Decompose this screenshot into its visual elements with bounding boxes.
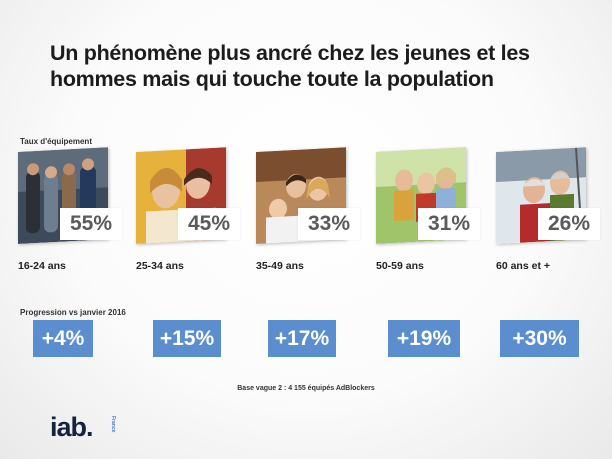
- progression-value: +15%: [153, 320, 221, 357]
- age-range-label: 25-34 ans: [136, 260, 184, 272]
- equipment-rate-value: 45%: [178, 208, 240, 240]
- age-group-25-34: 45% 25-34 ans: [136, 147, 261, 272]
- age-group-16-24: 55% 16-24 ans: [18, 147, 143, 272]
- slide-title: Un phénomène plus ancré chez les jeunes …: [50, 41, 530, 91]
- progression-value: +30%: [500, 320, 579, 357]
- progression-value: +4%: [33, 320, 93, 357]
- age-range-label: 60 ans et +: [496, 260, 550, 272]
- progression-label: Progression vs janvier 2016: [20, 308, 126, 317]
- logo-subtext: France: [110, 416, 116, 433]
- age-group-60-plus: 26% 60 ans et +: [496, 147, 612, 272]
- age-group-50-59: 31% 50-59 ans: [376, 147, 501, 272]
- equipment-rate-value: 55%: [60, 208, 122, 240]
- iab-logo: iab. France: [50, 412, 120, 446]
- progression-value: +19%: [388, 320, 460, 357]
- logo-text: iab.: [50, 412, 94, 442]
- equipment-rate-value: 26%: [538, 208, 600, 240]
- age-range-label: 35-49 ans: [256, 260, 304, 272]
- equipment-rate-value: 31%: [418, 208, 480, 240]
- age-range-label: 16-24 ans: [18, 260, 66, 272]
- progression-value: +17%: [268, 320, 336, 357]
- base-note: Base vague 2 : 4 155 équipés AdBlockers: [237, 385, 375, 392]
- equipment-rate-label: Taux d'équipement: [20, 137, 92, 146]
- age-group-35-49: 33% 35-49 ans: [256, 147, 381, 272]
- equipment-rate-value: 33%: [298, 208, 360, 240]
- age-range-label: 50-59 ans: [376, 260, 424, 272]
